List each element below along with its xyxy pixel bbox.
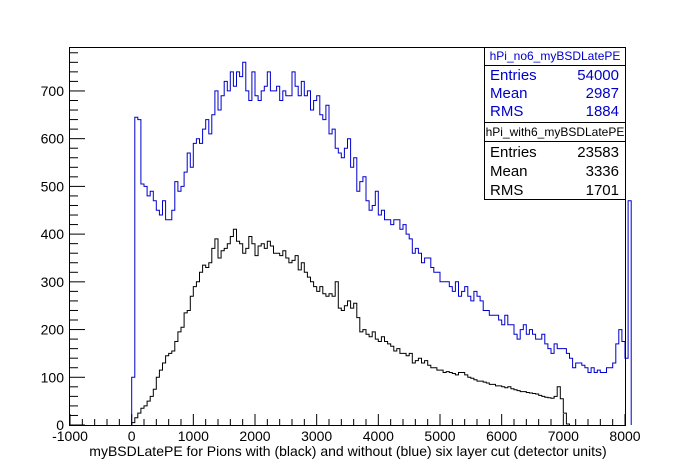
stats-label-mean-no6: Mean bbox=[490, 85, 528, 102]
y-tick-label: 400 bbox=[41, 226, 65, 242]
stats-title-no6: hPi_no6_myBSDLatePE bbox=[490, 49, 621, 63]
stats-value-mean-with6: 3336 bbox=[586, 163, 619, 180]
y-tick-label: 200 bbox=[41, 322, 65, 338]
x-tick-label: -1000 bbox=[52, 428, 88, 444]
y-tick-label: 100 bbox=[41, 369, 65, 385]
x-tick-label: 8000 bbox=[609, 428, 640, 444]
x-axis-label: myBSDLatePE for Pions with (black) and w… bbox=[89, 443, 606, 459]
stats-label-mean-with6: Mean bbox=[490, 163, 528, 180]
stats-value-rms-with6: 1701 bbox=[586, 182, 619, 199]
stats-box-no6: hPi_no6_myBSDLatePE Entries 54000 Mean 2… bbox=[484, 47, 626, 123]
x-tick-label: 0 bbox=[128, 428, 136, 444]
stats-box-with6: hPi_with6_myBSDLatePE Entries 23583 Mean… bbox=[484, 122, 626, 200]
y-tick-label: 500 bbox=[41, 178, 65, 194]
x-tick-label: 2000 bbox=[239, 428, 270, 444]
stats-title-with6: hPi_with6_myBSDLatePE bbox=[486, 125, 625, 139]
stats-value-mean-no6: 2987 bbox=[586, 85, 619, 102]
x-tick-label: 4000 bbox=[363, 428, 394, 444]
y-tick-label: 300 bbox=[41, 274, 65, 290]
series-line-with6 bbox=[131, 228, 570, 425]
stats-value-entries-with6: 23583 bbox=[577, 144, 619, 161]
stats-value-entries-no6: 54000 bbox=[577, 67, 619, 84]
stats-label-entries-with6: Entries bbox=[490, 144, 537, 161]
x-tick-label: 6000 bbox=[486, 428, 517, 444]
stats-label-rms-with6: RMS bbox=[490, 182, 523, 199]
x-tick-label: 5000 bbox=[424, 428, 455, 444]
stats-label-entries-no6: Entries bbox=[490, 67, 537, 84]
x-tick-label: 3000 bbox=[301, 428, 332, 444]
x-tick-label: 7000 bbox=[548, 428, 579, 444]
plot-frame bbox=[69, 47, 626, 426]
y-tick-label: 600 bbox=[41, 131, 65, 147]
x-tick-label: 1000 bbox=[178, 428, 209, 444]
stats-label-rms-no6: RMS bbox=[490, 103, 523, 120]
y-tick-label: 700 bbox=[41, 83, 65, 99]
axis-layer: -1000 0 1000 2000 3000 4000 5000 6000 7000 800001… bbox=[41, 52, 641, 444]
stats-value-rms-no6: 1884 bbox=[586, 103, 619, 120]
y-tick-label: 0 bbox=[56, 417, 64, 433]
series-layer bbox=[131, 61, 632, 425]
series-line-no6 bbox=[131, 61, 632, 425]
